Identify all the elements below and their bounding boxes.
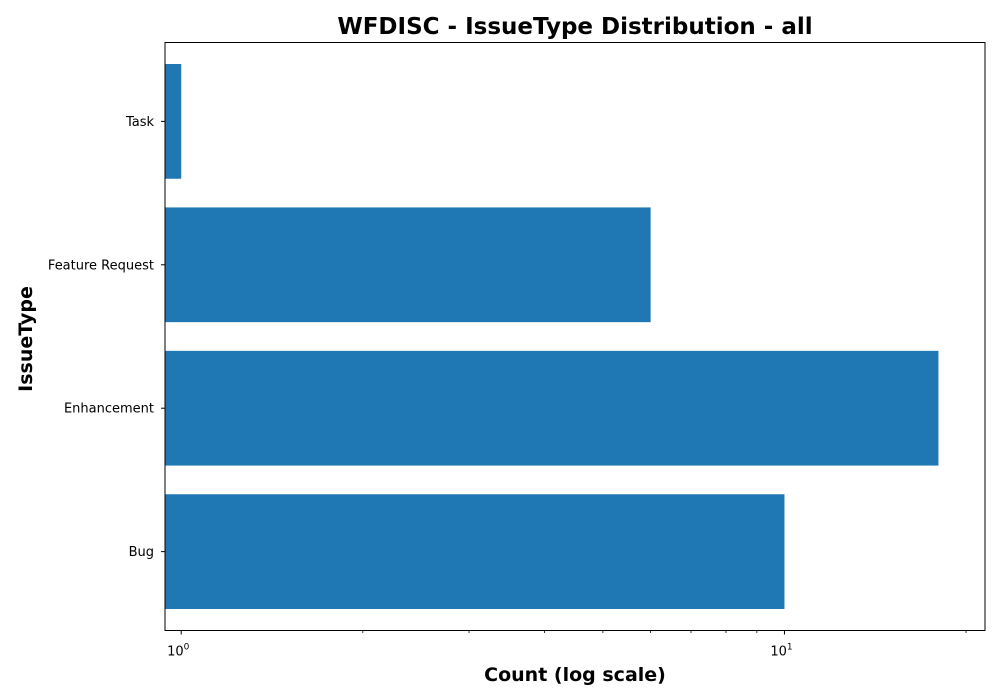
bar-task (165, 64, 182, 179)
x-tick-label: 101 (770, 643, 792, 660)
bars-layer (165, 64, 939, 609)
chart-title: WFDISC - IssueType Distribution - all (337, 14, 812, 40)
y-tick-label-enhancement: Enhancement (64, 402, 154, 417)
y-tick-label-feature-request: Feature Request (48, 258, 154, 273)
ticks-layer: Bug Enhancement Feature Request Task 100 101 (48, 115, 967, 660)
x-tick-label: 100 (167, 643, 190, 660)
y-axis-label: IssueType (15, 286, 37, 392)
x-axis-label: Count (log scale) (484, 664, 666, 686)
y-tick-label-task: Task (125, 115, 155, 130)
bar-bug (165, 494, 785, 609)
y-tick-label-bug: Bug (129, 545, 154, 560)
bar-feature-request (165, 207, 651, 323)
bar-enhancement (165, 350, 939, 466)
plot-frame (164, 42, 986, 631)
